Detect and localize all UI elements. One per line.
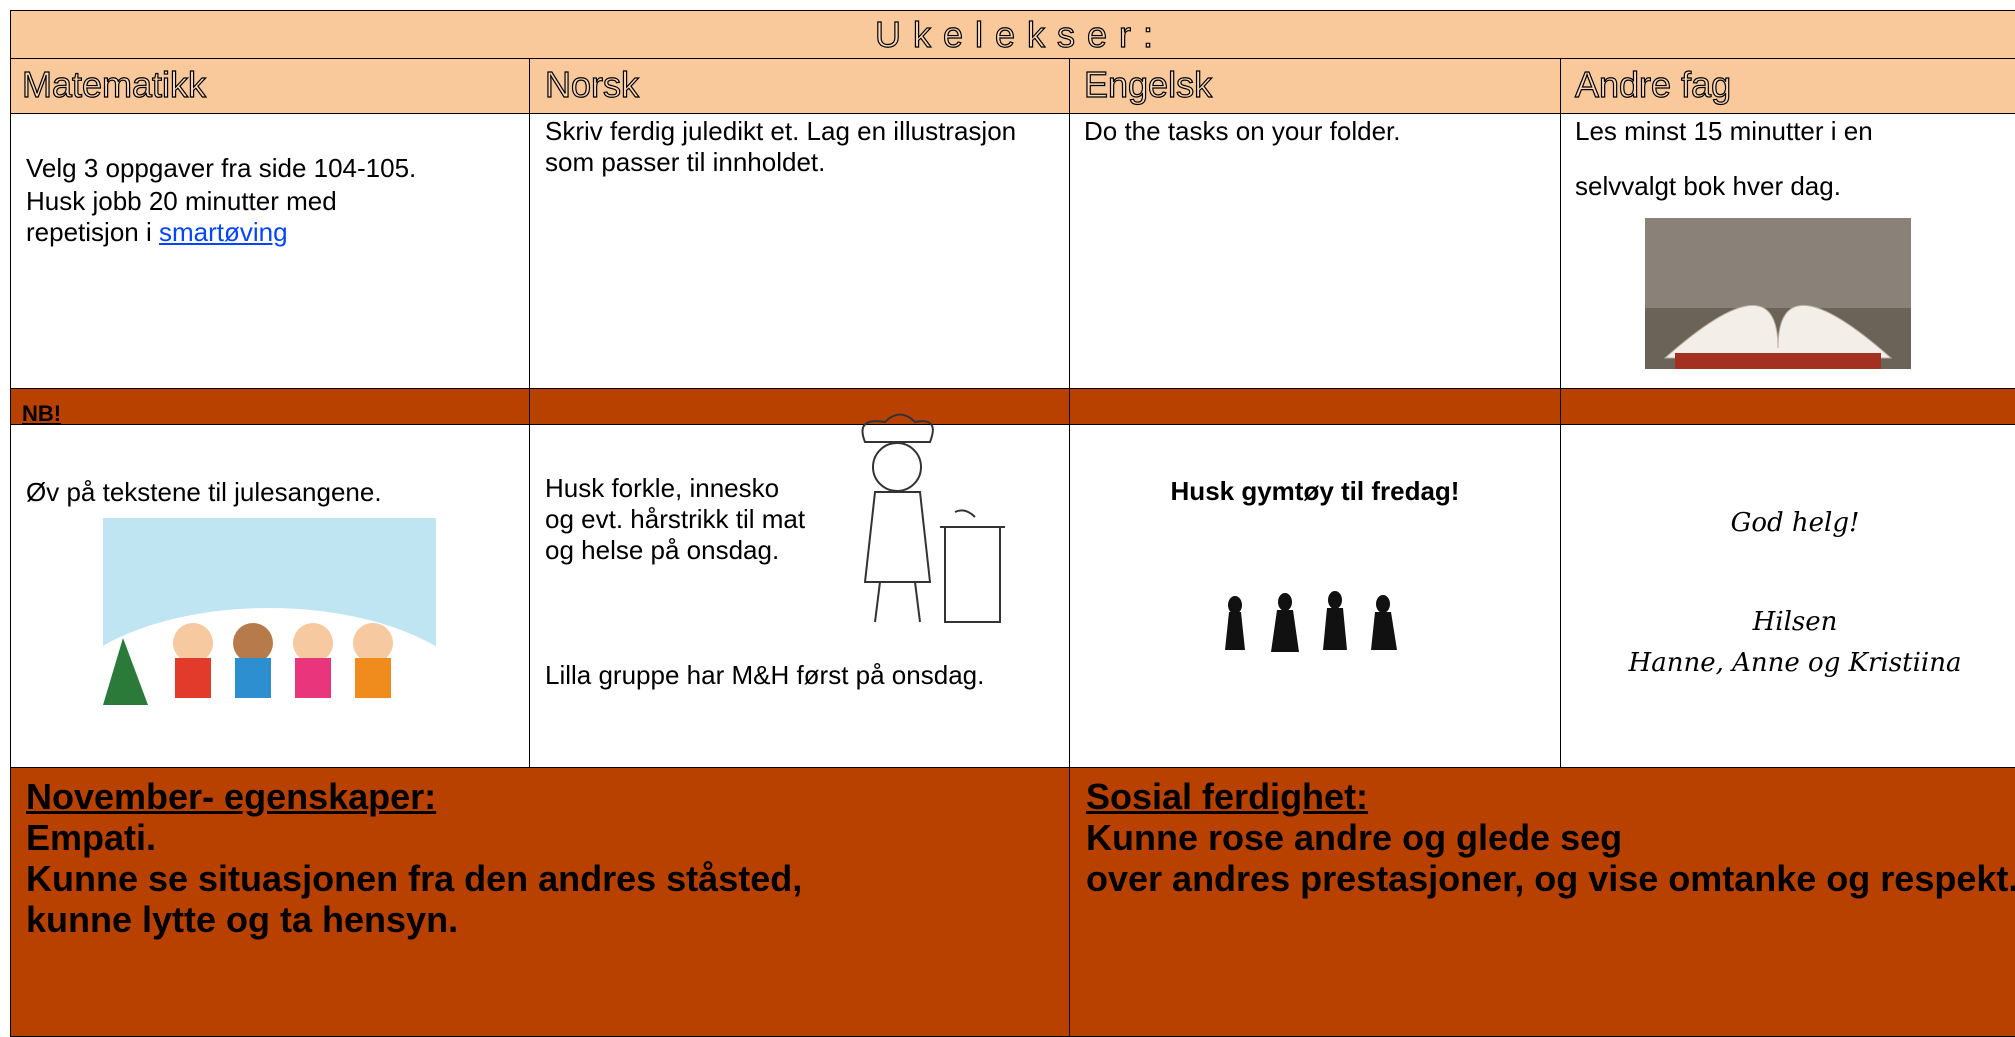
bottom-cell — [10, 767, 1070, 1037]
carol-image — [103, 518, 436, 705]
text: Velg 3 oppgaver fra side 104-105. — [26, 153, 417, 183]
text: selvvalgt bok hver dag. — [1575, 171, 1841, 201]
subject-header: Matematikk — [21, 63, 207, 105]
text: Lilla gruppe har M&H først på onsdag. — [545, 660, 985, 690]
chef-image — [861, 413, 1005, 623]
text: Øv på tekstene til julesangene. — [26, 477, 382, 507]
subject-header: Engelsk — [1083, 63, 1213, 105]
nb-label: NB! — [22, 401, 62, 426]
heading: Sosial ferdighet: — [1086, 776, 1369, 817]
greeting: God helg! — [1730, 508, 1860, 538]
subject-header: Andre fag — [1574, 63, 1732, 105]
cell — [1069, 113, 1561, 389]
text: Husk jobb 20 minutter med repetisjon i s… — [26, 186, 446, 248]
greeting: Hilsen — [1752, 607, 1838, 637]
link[interactable]: smartøving — [158, 217, 288, 247]
header-cell — [1560, 58, 2015, 114]
text: Husk jobb 20 minutter med repetisjon i — [26, 186, 337, 247]
nb-cell — [529, 388, 1070, 425]
text: Skriv ferdig juledikt et. Lag en illustr… — [545, 116, 1017, 177]
bottom-cell — [1069, 767, 2015, 1037]
header-cell — [10, 58, 530, 114]
text: Kunne rose andre og glede seg — [1086, 817, 1623, 858]
book-image — [1645, 218, 1911, 369]
text: Kunne se situasjonen fra den andres stås… — [26, 858, 803, 940]
text: Husk forkle, innesko og evt. hårstrikk t… — [545, 473, 806, 565]
sports-image — [1225, 591, 1397, 652]
nb-cell — [1069, 388, 1561, 425]
text: Empati. — [26, 817, 157, 858]
greeting: Hanne, Anne og Kristiina — [1628, 648, 1962, 678]
text: Do the tasks on your folder. — [1084, 116, 1401, 146]
cell — [1560, 424, 2015, 768]
title-row — [10, 10, 2015, 59]
heading: November- egenskaper: — [26, 776, 437, 817]
header-cell — [529, 58, 1070, 114]
text: over andres prestasjoner, og vise omtank… — [1086, 858, 2015, 899]
subject-header: Norsk — [544, 63, 640, 105]
title: Ukelekser: — [874, 13, 1166, 55]
nb-cell — [10, 388, 530, 425]
text: Husk gymtøy til fredag! — [1170, 476, 1460, 506]
text: Les minst 15 minutter i en — [1575, 116, 1873, 146]
nb-cell — [1560, 388, 2015, 425]
